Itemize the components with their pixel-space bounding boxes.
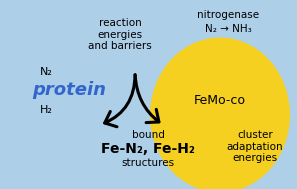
Text: H₂: H₂ <box>40 105 53 115</box>
Text: bound: bound <box>132 130 165 140</box>
Text: cluster
adaptation
energies: cluster adaptation energies <box>227 130 283 163</box>
Ellipse shape <box>150 37 290 189</box>
Text: reaction
energies
and barriers: reaction energies and barriers <box>88 18 152 51</box>
Text: FeMo-co: FeMo-co <box>194 94 246 106</box>
Text: nitrogenase: nitrogenase <box>197 10 259 20</box>
Text: structures: structures <box>121 158 175 168</box>
FancyArrowPatch shape <box>135 75 159 123</box>
Text: N₂ → NH₃: N₂ → NH₃ <box>205 24 251 34</box>
FancyArrowPatch shape <box>105 75 135 127</box>
Text: Fe-N₂, Fe-H₂: Fe-N₂, Fe-H₂ <box>101 142 195 156</box>
Text: protein: protein <box>32 81 106 99</box>
Text: N₂: N₂ <box>40 67 53 77</box>
